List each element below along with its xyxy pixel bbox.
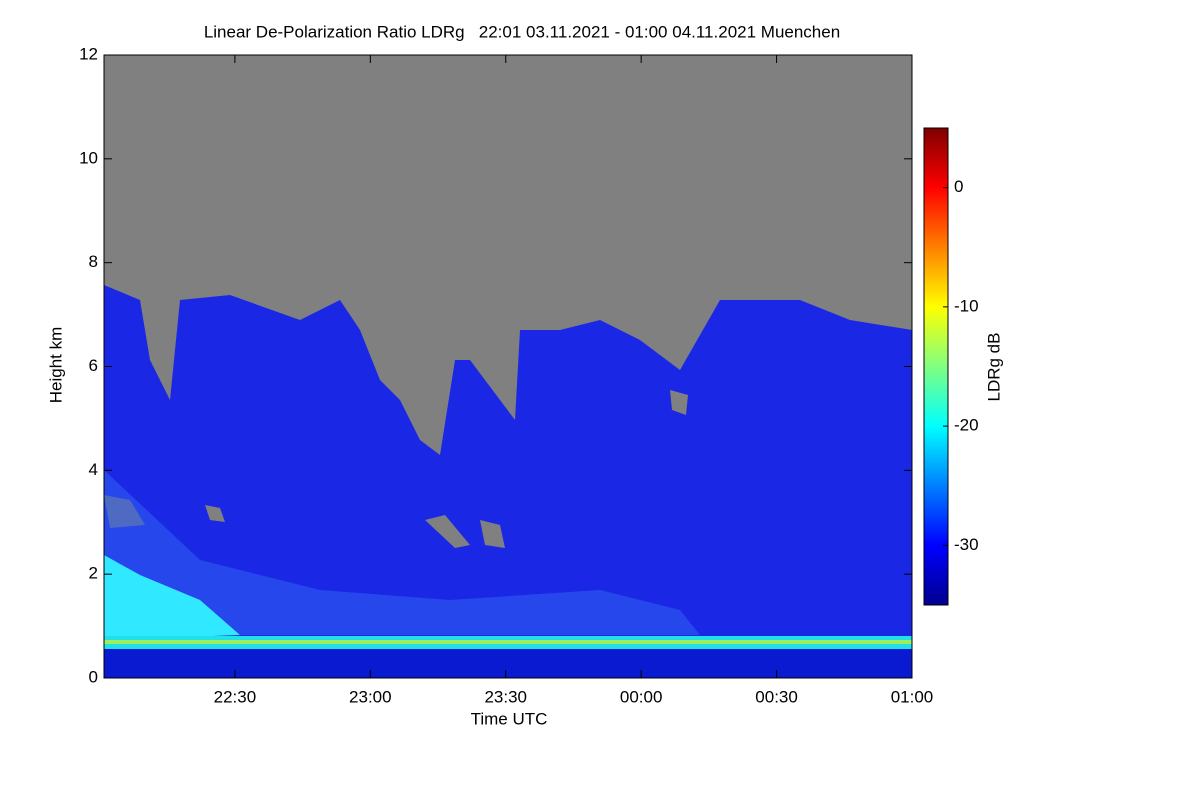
colorbar-tick-label: 0 xyxy=(954,177,963,196)
y-axis-label: Height km xyxy=(46,327,65,404)
x-tick-label: 23:00 xyxy=(349,687,392,706)
cloud-region xyxy=(104,285,912,678)
x-axis-label: Time UTC xyxy=(471,709,548,728)
x-tick-label: 23:30 xyxy=(484,687,527,706)
x-tick-label: 00:00 xyxy=(620,687,663,706)
y-tick-label: 12 xyxy=(79,44,98,63)
colorbar-tick-label: -30 xyxy=(954,535,979,554)
y-tick-label: 6 xyxy=(89,356,98,375)
near-surface xyxy=(104,649,912,678)
y-tick-label: 8 xyxy=(89,252,98,271)
aerosol-region xyxy=(104,555,240,640)
x-tick-label: 01:00 xyxy=(891,687,934,706)
fall-streak xyxy=(104,470,700,635)
y-tick-label: 10 xyxy=(79,148,98,167)
chart-title: Linear De-Polarization Ratio LDRg 22:01 … xyxy=(204,22,840,41)
colorbar-tick-label: -10 xyxy=(954,296,979,315)
colorbar-tick-label: -20 xyxy=(954,416,979,435)
y-tick-label: 2 xyxy=(89,564,98,583)
colorbar xyxy=(923,127,949,606)
y-tick-label: 0 xyxy=(89,667,98,686)
x-tick-label: 22:30 xyxy=(214,687,257,706)
x-tick-label: 00:30 xyxy=(755,687,798,706)
colorbar-label: LDRg dB xyxy=(984,333,1003,402)
boundary-layer-core xyxy=(104,640,912,644)
y-tick-label: 4 xyxy=(89,460,98,479)
